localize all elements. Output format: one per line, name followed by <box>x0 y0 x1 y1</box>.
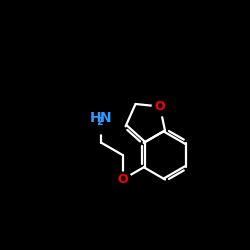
Text: H: H <box>90 111 102 125</box>
Text: O: O <box>154 100 165 113</box>
Text: N: N <box>100 111 111 125</box>
Text: O: O <box>117 173 128 186</box>
Text: 2: 2 <box>96 117 103 127</box>
